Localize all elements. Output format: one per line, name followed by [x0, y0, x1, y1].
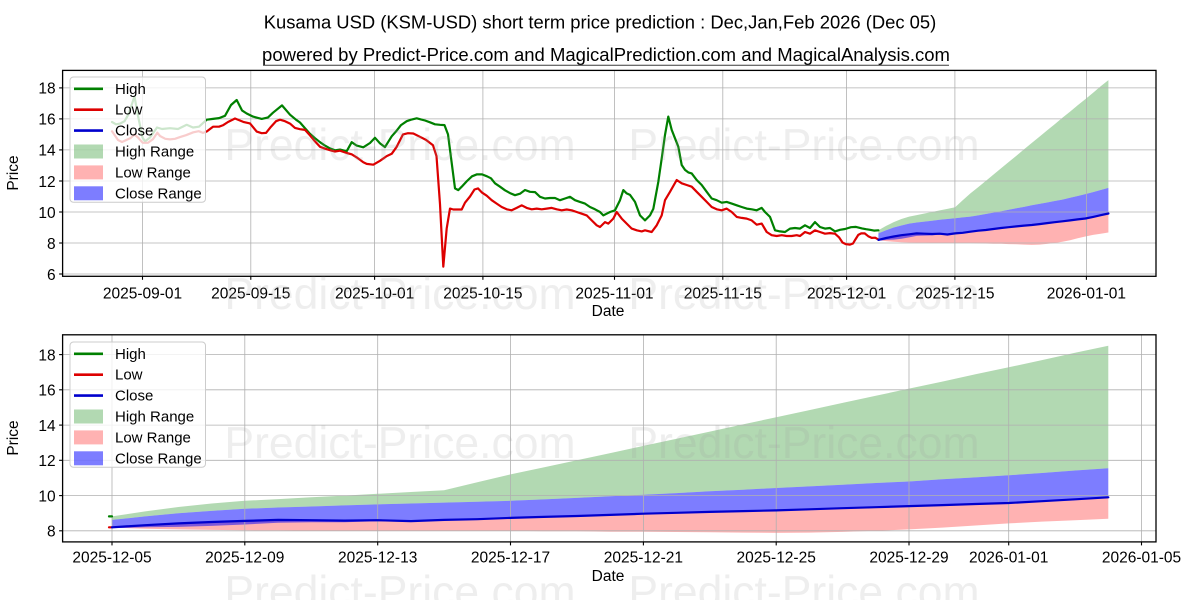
svg-text:12: 12: [38, 174, 55, 191]
svg-text:2025-12-21: 2025-12-21: [604, 549, 683, 566]
svg-text:16: 16: [38, 383, 55, 400]
svg-text:Low Range: Low Range: [115, 164, 191, 181]
svg-text:High Range: High Range: [115, 409, 194, 426]
svg-text:High: High: [115, 346, 146, 363]
svg-text:14: 14: [38, 143, 56, 160]
svg-text:14: 14: [38, 418, 56, 435]
svg-text:12: 12: [38, 453, 55, 470]
svg-text:Predict-Price.com: Predict-Price.com: [628, 121, 979, 170]
svg-text:Predict-Price.com: Predict-Price.com: [224, 270, 575, 319]
svg-text:16: 16: [38, 112, 55, 129]
svg-text:Predict-Price.com: Predict-Price.com: [628, 568, 979, 600]
svg-text:powered by Predict-Price.com a: powered by Predict-Price.com and Magical…: [262, 44, 950, 65]
svg-text:18: 18: [38, 347, 55, 364]
svg-text:Predict-Price.com: Predict-Price.com: [224, 568, 575, 600]
svg-text:Predict-Price.com: Predict-Price.com: [224, 121, 575, 170]
svg-text:Low Range: Low Range: [115, 429, 191, 446]
svg-text:2025-12-13: 2025-12-13: [338, 549, 417, 566]
svg-text:Price: Price: [5, 420, 22, 455]
svg-text:2025-12-29: 2025-12-29: [869, 549, 948, 566]
svg-text:10: 10: [38, 488, 56, 505]
svg-text:2025-11-01: 2025-11-01: [575, 285, 653, 302]
svg-text:Kusama USD (KSM-USD) short ter: Kusama USD (KSM-USD) short term price pr…: [264, 12, 937, 33]
svg-text:2026-01-01: 2026-01-01: [1047, 285, 1126, 302]
svg-text:2025-12-09: 2025-12-09: [205, 549, 284, 566]
svg-text:Close Range: Close Range: [115, 450, 202, 467]
svg-text:High Range: High Range: [115, 144, 194, 161]
svg-text:2025-10-01: 2025-10-01: [335, 285, 414, 302]
svg-text:2025-10-15: 2025-10-15: [443, 285, 522, 302]
svg-text:2025-12-15: 2025-12-15: [915, 285, 994, 302]
svg-text:2025-09-01: 2025-09-01: [103, 285, 182, 302]
svg-text:18: 18: [38, 81, 55, 98]
svg-text:Low: Low: [115, 367, 143, 384]
svg-text:Date: Date: [592, 303, 625, 320]
svg-text:Predict-Price.com: Predict-Price.com: [628, 270, 979, 319]
svg-text:Price: Price: [5, 155, 22, 190]
svg-text:2026-01-01: 2026-01-01: [969, 549, 1048, 566]
svg-text:2025-12-01: 2025-12-01: [807, 285, 886, 302]
svg-text:Close Range: Close Range: [115, 185, 202, 202]
svg-text:6: 6: [47, 267, 56, 284]
svg-text:Predict-Price.com: Predict-Price.com: [224, 419, 575, 468]
svg-text:High: High: [115, 81, 146, 98]
svg-text:2025-09-15: 2025-09-15: [211, 285, 290, 302]
svg-text:Predict-Price.com: Predict-Price.com: [628, 419, 979, 468]
svg-text:8: 8: [47, 236, 56, 253]
svg-text:Close: Close: [115, 123, 153, 140]
svg-text:2025-12-05: 2025-12-05: [72, 549, 151, 566]
svg-text:Close: Close: [115, 388, 153, 405]
svg-text:2025-11-15: 2025-11-15: [684, 285, 762, 302]
svg-text:2026-01-05: 2026-01-05: [1102, 549, 1181, 566]
svg-text:8: 8: [47, 524, 56, 541]
svg-text:2025-12-17: 2025-12-17: [471, 549, 550, 566]
svg-text:Low: Low: [115, 102, 143, 119]
svg-text:Date: Date: [592, 568, 625, 585]
svg-text:2025-12-25: 2025-12-25: [737, 549, 816, 566]
svg-text:10: 10: [38, 205, 56, 222]
